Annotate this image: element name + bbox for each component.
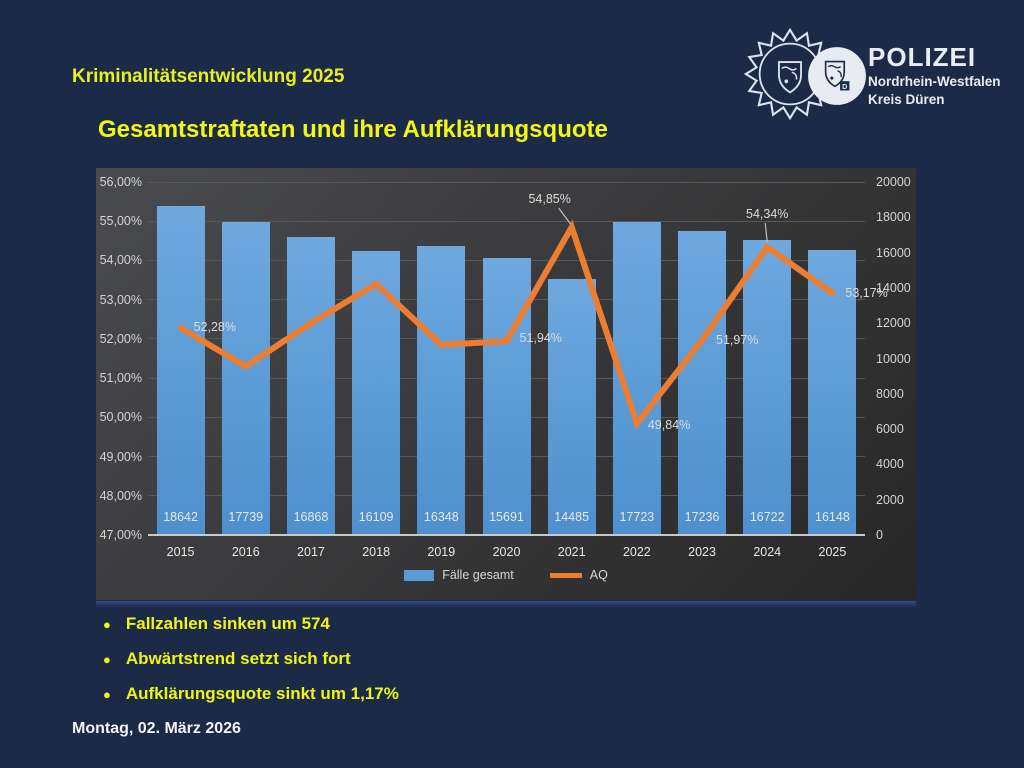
x-axis-category-label: 2020	[492, 545, 521, 559]
right-axis-tick-label: 14000	[876, 280, 911, 295]
bullet-text: Abwärtstrend setzt sich fort	[125, 649, 351, 668]
bar	[417, 246, 466, 535]
x-axis-category-label: 2024	[753, 545, 782, 559]
chart: Fälle gesamt AQ 56,00% 55,00% 54,00% 53,00% 5…	[96, 168, 916, 600]
x-axis-category-label: 2016	[231, 545, 260, 559]
x-axis-category-label: 2019	[427, 545, 456, 559]
legend-label: Fälle gesamt	[442, 568, 514, 582]
legend-swatch-icon	[549, 572, 582, 578]
left-axis-tick-label: 48,00%	[99, 488, 142, 503]
chart-legend: Fälle gesamt AQ	[96, 568, 916, 582]
bullet-item: ● Abwärtstrend setzt sich fort	[96, 649, 399, 669]
bar-value-label: 17739	[228, 510, 264, 524]
left-axis-tick-label: 56,00%	[99, 175, 142, 189]
right-axis-tick-label: 6000	[876, 422, 904, 437]
x-axis-category-label: 2015	[166, 545, 195, 559]
right-axis-tick-label: 10000	[876, 351, 911, 366]
legend-item-faelle-gesamt: Fälle gesamt	[404, 568, 514, 582]
bar-value-label: 16722	[749, 510, 785, 524]
bullet-item: ● Aufklärungsquote sinkt um 1,17%	[96, 684, 399, 704]
label-leader-line	[558, 207, 572, 225]
gridline	[148, 220, 865, 222]
right-axis-tick-label: 2000	[876, 492, 904, 507]
aq-point-label: 52,28%	[193, 319, 236, 334]
svg-text:D: D	[842, 82, 847, 91]
logo-district: Kreis Düren	[868, 91, 945, 107]
slide-header-title: Kriminalitätsentwicklung 2025	[72, 66, 345, 87]
right-axis-tick-label: 8000	[876, 386, 904, 401]
bar	[808, 249, 857, 535]
police-emblem-circle-icon: D	[808, 47, 866, 105]
x-axis-category-label: 2022	[622, 545, 651, 559]
left-axis-tick-label: 55,00%	[99, 214, 142, 229]
legend-item-aq: AQ	[549, 568, 608, 582]
left-axis-tick-label: 47,00%	[99, 528, 142, 542]
left-axis-tick-label: 52,00%	[99, 331, 142, 346]
bullet-text: Aufklärungsquote sinkt um 1,17%	[125, 684, 399, 703]
left-axis-tick-label: 54,00%	[99, 253, 142, 268]
bar	[743, 239, 792, 535]
bar	[547, 279, 596, 535]
right-axis-tick-label: 18000	[876, 210, 911, 225]
right-axis-tick-label: 12000	[876, 316, 911, 331]
right-axis-tick-label: 0	[876, 528, 883, 542]
bar-value-label: 16348	[423, 510, 459, 524]
bullet-list: ● Fallzahlen sinken um 574 ● Abwärtstrend …	[96, 614, 399, 719]
x-axis-category-label: 2017	[297, 545, 325, 559]
right-axis-tick-label: 20000	[876, 175, 911, 189]
bar-value-label: 14485	[554, 510, 590, 524]
bar-value-label: 17723	[619, 510, 655, 524]
aq-point-label: 51,94%	[519, 331, 562, 346]
aq-point-label: 54,85%	[528, 192, 571, 207]
legend-swatch-icon	[404, 569, 435, 581]
logo-org: POLIZEI	[868, 42, 977, 72]
bar	[156, 205, 205, 535]
x-axis-category-label: 2023	[688, 545, 716, 559]
bar-value-label: 16148	[815, 510, 850, 524]
right-axis-tick-label: 16000	[876, 245, 911, 260]
chart-reflection	[96, 601, 916, 607]
bar	[286, 237, 335, 535]
bar	[678, 230, 727, 535]
bar-value-label: 17236	[684, 510, 720, 524]
legend-label: AQ	[589, 568, 608, 582]
bar	[482, 258, 531, 535]
bullet-item: ● Fallzahlen sinken um 574	[96, 614, 399, 634]
aq-line-series	[177, 207, 836, 430]
right-axis-tick-label: 4000	[876, 457, 904, 472]
bar-value-label: 16109	[358, 510, 394, 524]
police-logo-text: POLIZEI Nordrhein-Westfalen Kreis Düren	[868, 44, 1001, 106]
bullet-dot-icon: ●	[103, 687, 111, 702]
x-axis-category-label: 2025	[818, 545, 847, 559]
bullet-dot-icon: ●	[103, 652, 111, 667]
aq-point-label: 53,17%	[845, 285, 888, 300]
footer-date: Montag, 02. März 2026	[72, 720, 241, 737]
left-axis-tick-label: 50,00%	[99, 410, 142, 425]
left-axis-tick-label: 53,00%	[99, 292, 142, 307]
gridline	[148, 181, 865, 183]
x-axis-category-label: 2018	[362, 545, 391, 559]
left-axis-tick-label: 49,00%	[99, 449, 142, 464]
label-leader-line	[764, 223, 768, 243]
aq-point-label: 49,84%	[647, 417, 691, 432]
logo-region: Nordrhein-Westfalen	[868, 74, 1001, 89]
aq-point-label: 51,97%	[716, 333, 759, 348]
left-axis-tick-label: 51,00%	[99, 371, 142, 386]
bullet-dot-icon: ●	[103, 617, 111, 632]
x-axis-line	[148, 534, 865, 536]
bar	[221, 221, 270, 535]
bullet-text: Fallzahlen sinken um 574	[125, 614, 330, 633]
bar-value-label: 15691	[489, 510, 524, 524]
x-axis-category-label: 2021	[557, 545, 586, 559]
bar-value-label: 16868	[293, 510, 329, 524]
chart-title: Gesamtstraftaten und ihre Aufklärungsquo…	[98, 116, 608, 143]
bar-value-label: 18642	[163, 510, 198, 524]
aq-point-label: 54,34%	[746, 207, 789, 222]
